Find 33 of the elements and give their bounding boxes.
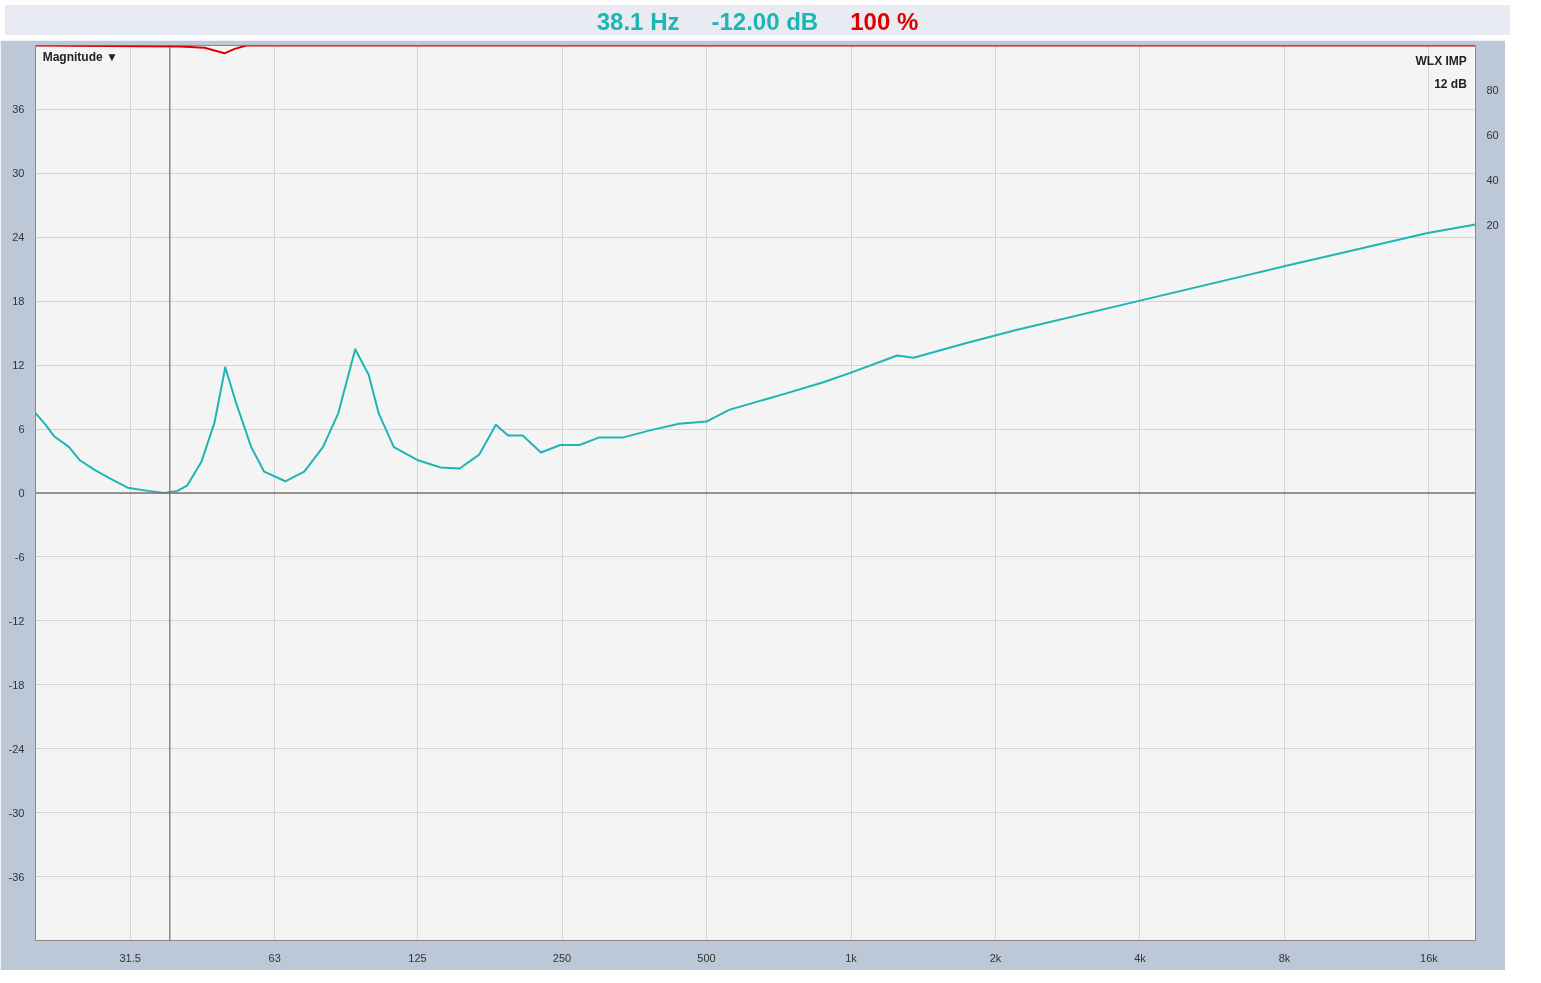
y-tick-label: -24 [8, 742, 25, 755]
annotation: WLX IMP [1415, 54, 1467, 69]
y-tick-label: -36 [8, 870, 25, 883]
x-tick-label: 250 [552, 951, 572, 964]
x-tick-label: 500 [697, 951, 716, 964]
y-tick-label: -18 [8, 678, 25, 691]
y2-tick-label: 40 [1486, 173, 1499, 186]
x-tick-label: 63 [268, 951, 281, 964]
y-tick-label: 12 [12, 359, 25, 372]
text: 100 % [850, 8, 919, 35]
x-tick-label: 1k [845, 951, 858, 964]
x-tick-label: 125 [408, 951, 427, 964]
y2-tick-label: 80 [1486, 84, 1499, 97]
y-tick-label: 36 [12, 103, 25, 116]
y-tick-label: 18 [12, 295, 25, 308]
x-tick-label: 2k [989, 951, 1002, 964]
y-tick-label: 24 [12, 231, 25, 244]
x-tick-label: 31.5 [119, 951, 141, 964]
y-tick-label: -12 [8, 614, 25, 627]
y-tick-label: 6 [18, 423, 25, 436]
x-tick-label: 16k [1420, 951, 1439, 964]
x-tick-label: 8k [1278, 951, 1291, 964]
y2-tick-label: 20 [1486, 218, 1499, 231]
y-tick-label: 0 [18, 487, 25, 499]
x-tick-label: 4k [1134, 951, 1147, 964]
text: 38.1 Hz [596, 8, 680, 35]
y-tick-label: -6 [14, 550, 25, 563]
y-tick-label: -30 [8, 806, 25, 819]
annotation: 12 dB [1434, 76, 1468, 91]
y-tick-label: 30 [12, 167, 25, 180]
annotation: Magnitude ▼ [42, 49, 118, 64]
y2-tick-label: 60 [1486, 129, 1499, 141]
text: -12.00 dB [711, 8, 819, 35]
